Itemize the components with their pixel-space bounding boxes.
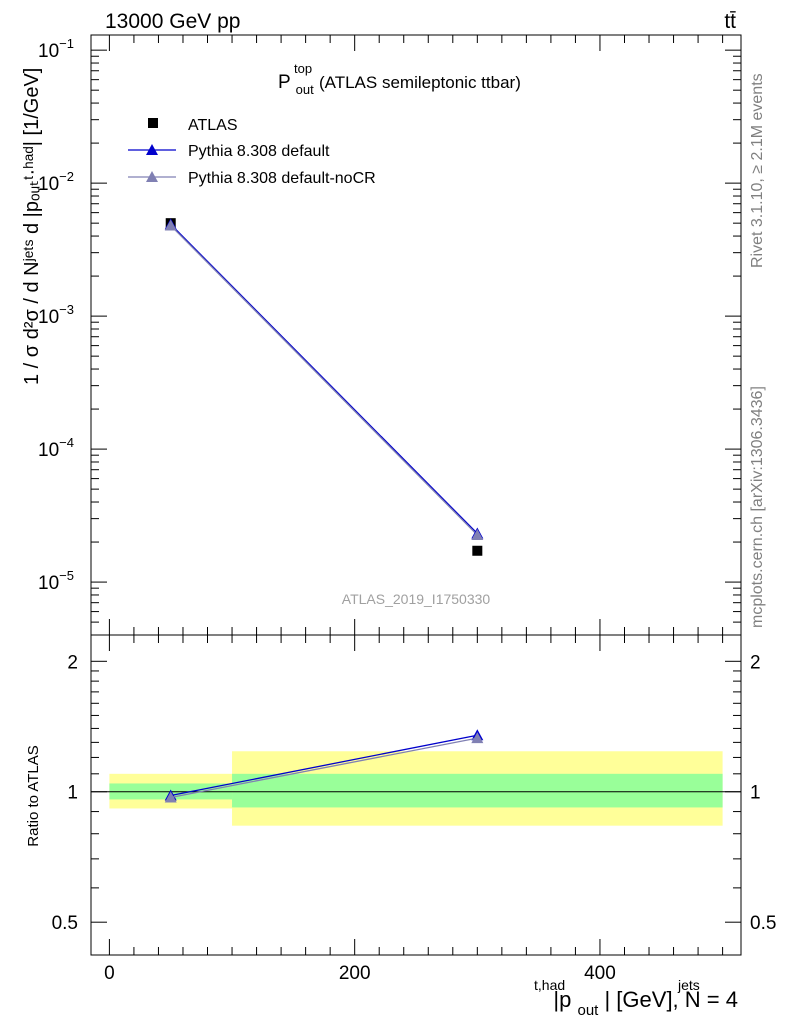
- ytick-base: 10: [38, 307, 59, 328]
- main-x-ticks: [108, 35, 724, 635]
- xlabel-main: |p: [553, 987, 571, 1012]
- ratio-xtick-label: 200: [339, 963, 371, 984]
- ratio-frame: [90, 634, 742, 956]
- xlabel-sup2: jets: [677, 977, 700, 993]
- stat-uncertainty-band-1: [232, 773, 723, 808]
- process-label: tt̄: [724, 10, 736, 33]
- main-ytick-label: 10−2: [38, 169, 74, 195]
- main-y-axis: 10−510−410−310−210−1: [38, 36, 741, 636]
- main-ylabel: 1 / σ d²σ / d Nʲᵉᵗˢ d |pₒᵤₜᵗ·ʰᵃᵈ| [1/GeV…: [21, 68, 43, 385]
- title-rest: (ATLAS semileptonic ttbar): [319, 73, 521, 92]
- ytick-base: 10: [38, 41, 59, 62]
- main-ytick-label: 10−1: [38, 36, 74, 62]
- ratio-x-axis: 0 200 400: [104, 635, 724, 984]
- series-line-2: [170, 225, 478, 536]
- ytick-base: 10: [38, 573, 59, 594]
- ratio-ylabel: Ratio to ATLAS: [25, 745, 42, 846]
- ratio-y-axis: 0.5 0.5 1 1 2 2: [52, 652, 777, 934]
- ytick-base: 10: [38, 440, 59, 461]
- xlabel-rest: | [GeV], N: [604, 987, 700, 1012]
- ratio-panel: 0.5 0.5 1 1 2 2 0 200 400 Ratio to ATLAS |p out…: [25, 634, 777, 1020]
- ratio-point-1: [471, 732, 484, 744]
- xlabel-end: = 4: [707, 987, 738, 1012]
- energy-label: 13000 GeV pp: [105, 10, 240, 33]
- mc-point-2: [164, 219, 177, 231]
- ratio-line-0: [170, 734, 478, 797]
- ytick-base: 10: [38, 174, 59, 195]
- ytick-exponent: −3: [59, 302, 74, 317]
- ratio-ytick-label-left: 0.5: [52, 913, 78, 934]
- legend-marker-atlas: [148, 118, 158, 128]
- legend-marker-default: [146, 144, 158, 155]
- mc-point-2: [471, 528, 484, 540]
- legend-label-default: Pythia 8.308 default: [188, 143, 330, 160]
- rivet-label: Rivet 3.1.10, ≥ 2.1M events: [749, 73, 766, 268]
- legend-marker-nocr: [146, 171, 158, 182]
- title-main: P: [278, 72, 290, 93]
- chart-title: P out (ATLAS semileptonic ttbar): [278, 72, 521, 99]
- main-panel: P out (ATLAS semileptonic ttbar) top ATL…: [21, 34, 742, 636]
- ratio-line-1: [170, 737, 478, 799]
- ratio-point-1: [164, 791, 177, 803]
- legend-label-nocr: Pythia 8.308 default-noCR: [188, 170, 376, 187]
- main-ytick-label: 10−5: [38, 568, 74, 594]
- ratio-xtick-label: 400: [584, 963, 616, 984]
- title-sup: top: [294, 61, 312, 76]
- main-series: [164, 218, 484, 556]
- legend: ATLAS Pythia 8.308 default Pythia 8.308 …: [128, 117, 376, 187]
- ratio-ytick-label-right: 0.5: [750, 913, 776, 934]
- main-ytick-label: 10−3: [38, 302, 74, 328]
- mcplots-label: mcplots.cern.ch [arXiv:1306.3436]: [749, 386, 766, 628]
- ratio-ytick-label-left: 2: [67, 652, 78, 673]
- ratio-ytick-label-right: 2: [750, 652, 761, 673]
- ratio-bands: [109, 751, 723, 826]
- watermark: ATLAS_2019_I1750330: [342, 591, 491, 607]
- xlabel-sup: t,had: [534, 977, 565, 993]
- ratio-series: [164, 729, 484, 803]
- data-point-atlas: [472, 545, 483, 556]
- series-line-1: [170, 223, 478, 534]
- title-sub: out: [296, 82, 314, 97]
- x-axis-label: |p out | [GeV], N = 4: [553, 987, 738, 1020]
- ytick-exponent: −1: [59, 36, 74, 51]
- xlabel-sub: out: [578, 1002, 600, 1019]
- ratio-ytick-label-left: 1: [67, 783, 78, 804]
- ratio-ytick-label-right: 1: [750, 783, 761, 804]
- ytick-exponent: −2: [59, 169, 74, 184]
- ratio-xtick-label: 0: [104, 963, 115, 984]
- main-ytick-label: 10−4: [38, 435, 74, 461]
- legend-label-atlas: ATLAS: [188, 117, 238, 134]
- ytick-exponent: −4: [59, 435, 74, 450]
- ytick-exponent: −5: [59, 568, 74, 583]
